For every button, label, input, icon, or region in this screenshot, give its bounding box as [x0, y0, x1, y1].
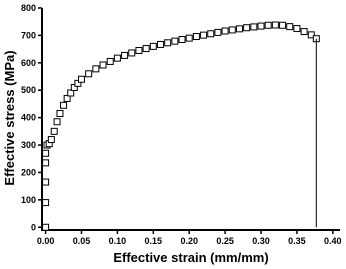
data-point: [264, 21, 272, 29]
data-point: [207, 30, 215, 38]
data-point: [149, 42, 157, 50]
data-point: [70, 83, 78, 91]
y-tick-label: 700: [21, 30, 36, 40]
data-point: [60, 101, 68, 109]
data-point: [121, 51, 129, 59]
data-point: [99, 61, 107, 69]
y-tick-label: 500: [21, 85, 36, 95]
data-point: [243, 24, 251, 32]
data-point: [106, 57, 114, 65]
x-tick-label: 0.00: [37, 236, 55, 246]
data-point: [56, 110, 64, 118]
x-tick-label: 0.20: [180, 236, 198, 246]
data-point: [47, 136, 55, 144]
x-tick-label: 0.15: [145, 236, 163, 246]
data-point: [250, 23, 258, 31]
x-tick-label: 0.40: [324, 236, 342, 246]
data-point: [85, 70, 93, 78]
x-tick-label: 0.05: [73, 236, 91, 246]
data-point: [42, 149, 50, 157]
y-tick-label: 800: [21, 3, 36, 13]
data-point: [164, 39, 172, 47]
data-point: [286, 23, 294, 31]
y-tick-label: 0: [31, 222, 36, 232]
data-point: [200, 31, 208, 39]
data-point: [142, 45, 150, 53]
data-point: [53, 118, 61, 126]
data-point: [42, 178, 50, 186]
data-point: [92, 65, 100, 73]
data-point: [307, 31, 315, 39]
data-point: [42, 199, 50, 207]
data-point: [113, 54, 121, 62]
x-tick-label: 0.25: [216, 236, 234, 246]
x-tick-label: 0.35: [288, 236, 306, 246]
data-point: [192, 33, 200, 41]
data-point: [300, 28, 308, 36]
data-point: [221, 27, 229, 35]
data-point: [63, 94, 71, 102]
y-tick-label: 200: [21, 167, 36, 177]
data-point: [67, 89, 75, 97]
data-point: [50, 127, 58, 135]
y-axis-label: Effective stress (MPa): [2, 50, 17, 185]
data-point: [178, 36, 186, 44]
data-point: [228, 26, 236, 34]
data-point: [156, 40, 164, 48]
data-point: [279, 21, 287, 29]
data-point: [135, 46, 143, 54]
data-point: [293, 25, 301, 33]
data-point: [171, 37, 179, 45]
data-point: [128, 49, 136, 57]
y-tick-label: 100: [21, 195, 36, 205]
data-point: [74, 79, 82, 87]
data-point: [271, 21, 279, 29]
y-tick-label: 300: [21, 140, 36, 150]
y-tick-label: 400: [21, 113, 36, 123]
y-tick-label: 600: [21, 58, 36, 68]
x-axis-label: Effective strain (mm/mm): [113, 250, 268, 265]
data-point: [185, 34, 193, 42]
x-tick-label: 0.10: [109, 236, 127, 246]
data-point: [42, 159, 50, 167]
x-tick-label: 0.30: [252, 236, 270, 246]
data-point: [214, 28, 222, 36]
data-point: [257, 22, 265, 30]
data-point: [42, 223, 50, 231]
data-point: [235, 25, 243, 33]
data-point: [77, 75, 85, 83]
